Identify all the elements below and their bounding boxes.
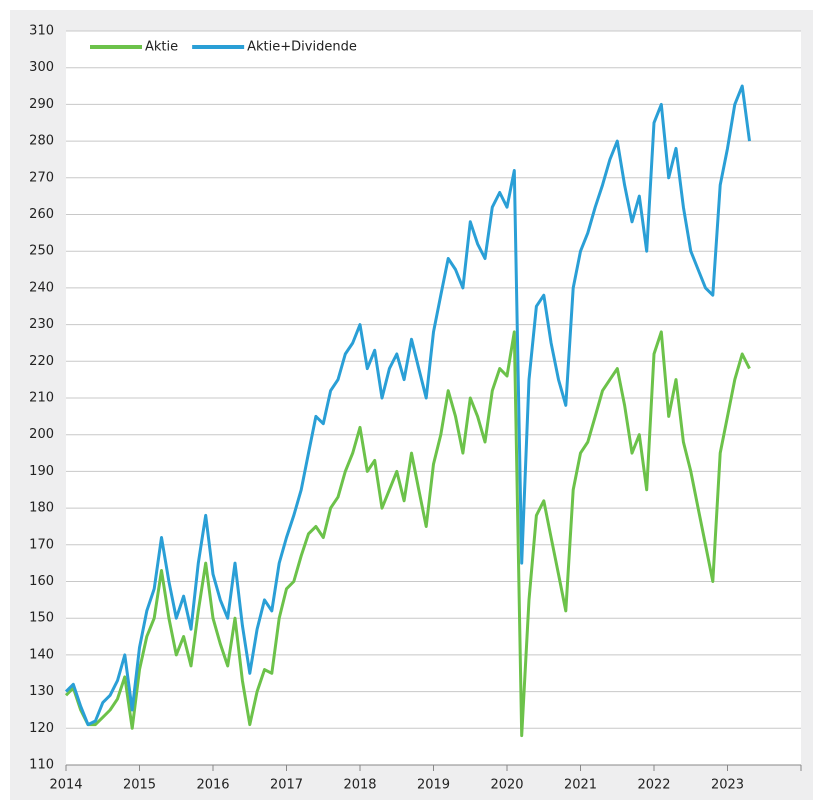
y-tick-label: 180 <box>29 501 54 516</box>
y-tick-label: 240 <box>29 280 54 295</box>
y-tick-label: 230 <box>29 317 54 332</box>
y-tick-label: 190 <box>29 464 54 479</box>
y-tick-label: 120 <box>29 721 54 736</box>
x-tick-label: 2021 <box>564 778 597 793</box>
series-line <box>64 330 751 738</box>
x-tick-label: 2014 <box>49 778 82 793</box>
y-tick-label: 290 <box>29 97 54 112</box>
y-tick-label: 220 <box>29 354 54 369</box>
y-tick-label: 300 <box>29 60 54 75</box>
legend-label: Aktie <box>145 40 178 55</box>
y-tick-label: 200 <box>29 427 54 442</box>
y-tick-label: 150 <box>29 611 54 626</box>
y-tick-label: 260 <box>29 207 54 222</box>
y-tick-label: 170 <box>29 537 54 552</box>
x-tick-label: 2019 <box>417 778 450 793</box>
x-tick-label: 2020 <box>490 778 523 793</box>
y-tick-label: 280 <box>29 134 54 149</box>
y-tick-label: 310 <box>29 24 54 39</box>
y-tick-label: 110 <box>29 758 54 773</box>
x-tick-label: 2017 <box>270 778 303 793</box>
x-tick-label: 2023 <box>711 778 744 793</box>
y-tick-label: 210 <box>29 391 54 406</box>
x-tick-label: 2022 <box>637 778 670 793</box>
x-tick-label: 2018 <box>343 778 376 793</box>
series-line <box>64 84 751 727</box>
y-tick-label: 270 <box>29 170 54 185</box>
y-tick-label: 140 <box>29 647 54 662</box>
y-tick-label: 130 <box>29 684 54 699</box>
x-tick-label: 2016 <box>196 778 229 793</box>
legend-label: Aktie+Dividende <box>247 40 357 55</box>
x-tick-label: 2015 <box>123 778 156 793</box>
y-tick-label: 160 <box>29 574 54 589</box>
y-tick-label: 250 <box>29 244 54 259</box>
